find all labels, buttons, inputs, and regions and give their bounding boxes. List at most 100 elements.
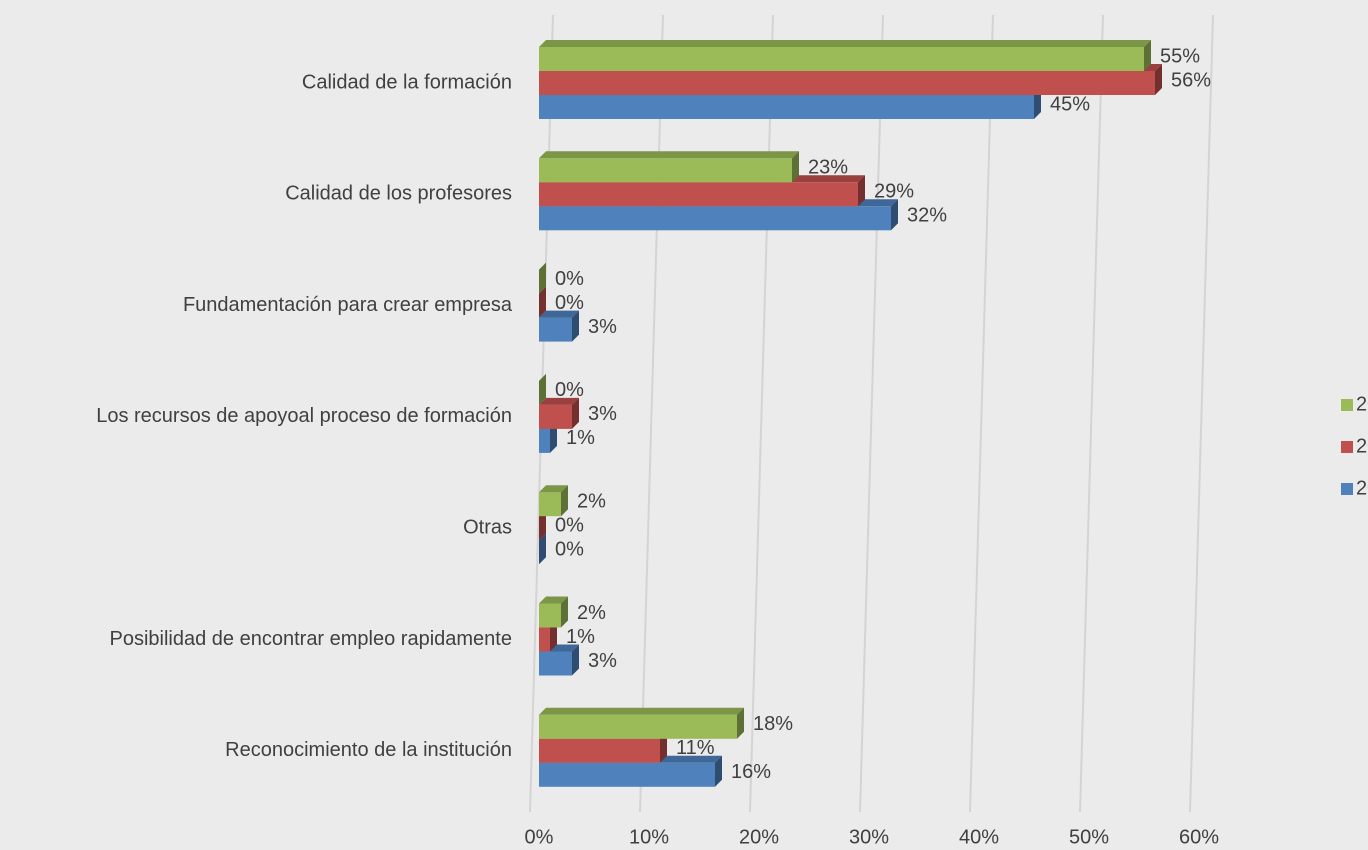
bar-front [539,714,737,739]
bar-front [539,492,561,517]
bar-side [539,373,546,405]
bar-top [539,397,579,405]
bar-front [539,428,550,453]
bar [539,485,568,517]
bar-front [539,95,1034,119]
bar-side [660,731,667,763]
grid-line [1079,14,1104,813]
bar-side [792,151,799,183]
data-label: 16% [731,761,771,783]
legend-swatch [1341,483,1353,495]
data-label: 45% [1050,93,1090,115]
bar-front [539,206,891,231]
data-label: 1% [566,427,595,449]
bar [539,40,1151,71]
x-tick-label: 30% [849,826,889,848]
grid-line [859,14,884,813]
data-label: 18% [753,713,793,735]
legend-swatch [1341,441,1353,453]
data-label: 29% [874,181,914,203]
bar [539,397,579,429]
bar-front [539,651,572,676]
bar-side [737,707,744,739]
bar-top [539,707,744,715]
bar-side [550,620,557,652]
x-tick-label: 60% [1179,826,1219,848]
legend-label: 2015 [1356,477,1368,499]
bar [539,151,799,183]
data-label: 55% [1160,45,1200,67]
bar [539,310,579,342]
legend-label: 2017 [1356,393,1368,415]
data-label: 56% [1171,69,1211,91]
bar [539,286,546,318]
data-label: 3% [588,650,617,672]
data-label: 11% [676,737,715,759]
bar [539,707,744,739]
bar-side [561,485,568,517]
bar-front [539,182,858,207]
category-label: Los recursos de apoyoal proceso de forma… [96,405,512,427]
data-label: 1% [566,626,595,648]
category-label: Reconocimiento de la institución [225,739,512,761]
x-tick-label: 10% [629,826,669,848]
bar-side [891,199,898,231]
data-label: 2% [577,602,606,624]
bar [539,533,546,565]
grid-line [749,14,774,813]
data-label: 2% [577,490,606,512]
x-tick-label: 40% [959,826,999,848]
bar-side [539,262,546,294]
bar-front [539,71,1155,95]
legend-label: 2016 [1356,435,1368,457]
category-label: Calidad de los profesores [285,183,512,205]
bar [539,596,568,628]
bar-front [539,317,572,342]
bar-side [550,421,557,453]
bar-side [572,397,579,429]
bar-side [1034,88,1041,119]
bar-front [539,603,561,628]
x-tick-label: 20% [739,826,779,848]
grid-line [1189,14,1214,813]
bar [539,262,546,294]
bar [539,373,546,405]
bar-front [539,627,550,652]
bar-side [539,509,546,541]
bar-top [539,40,1151,47]
bar-side [572,310,579,342]
data-label: 3% [588,403,617,425]
category-label: Posibilidad de encontrar empleo rapidame… [110,628,512,650]
data-label: 32% [907,205,947,227]
bar-top [539,485,568,493]
data-label: 0% [555,538,584,560]
data-label: 23% [808,157,848,179]
bar [539,644,579,676]
data-label: 3% [588,316,617,338]
bar-top [539,151,799,159]
bar-side [1144,40,1151,71]
data-label: 0% [555,379,584,401]
bar-side [1155,64,1162,95]
bar-top [539,310,579,318]
bar-front [539,158,792,183]
bar-side [561,596,568,628]
bar-side [715,755,722,787]
bar [539,509,546,541]
data-label: 0% [555,292,584,314]
data-label: 0% [555,268,584,290]
category-label: Otras [463,516,512,538]
bar [539,755,722,787]
bar-side [539,286,546,318]
category-label: Fundamentación para crear empresa [183,294,513,316]
bar-front [539,404,572,429]
bar-front [539,762,715,787]
bar-side [858,175,865,207]
data-label: 0% [555,514,584,536]
category-label: Calidad de la formación [302,71,512,93]
x-tick-label: 0% [525,826,554,848]
x-tick-label: 50% [1069,826,1109,848]
bar-side [572,644,579,676]
